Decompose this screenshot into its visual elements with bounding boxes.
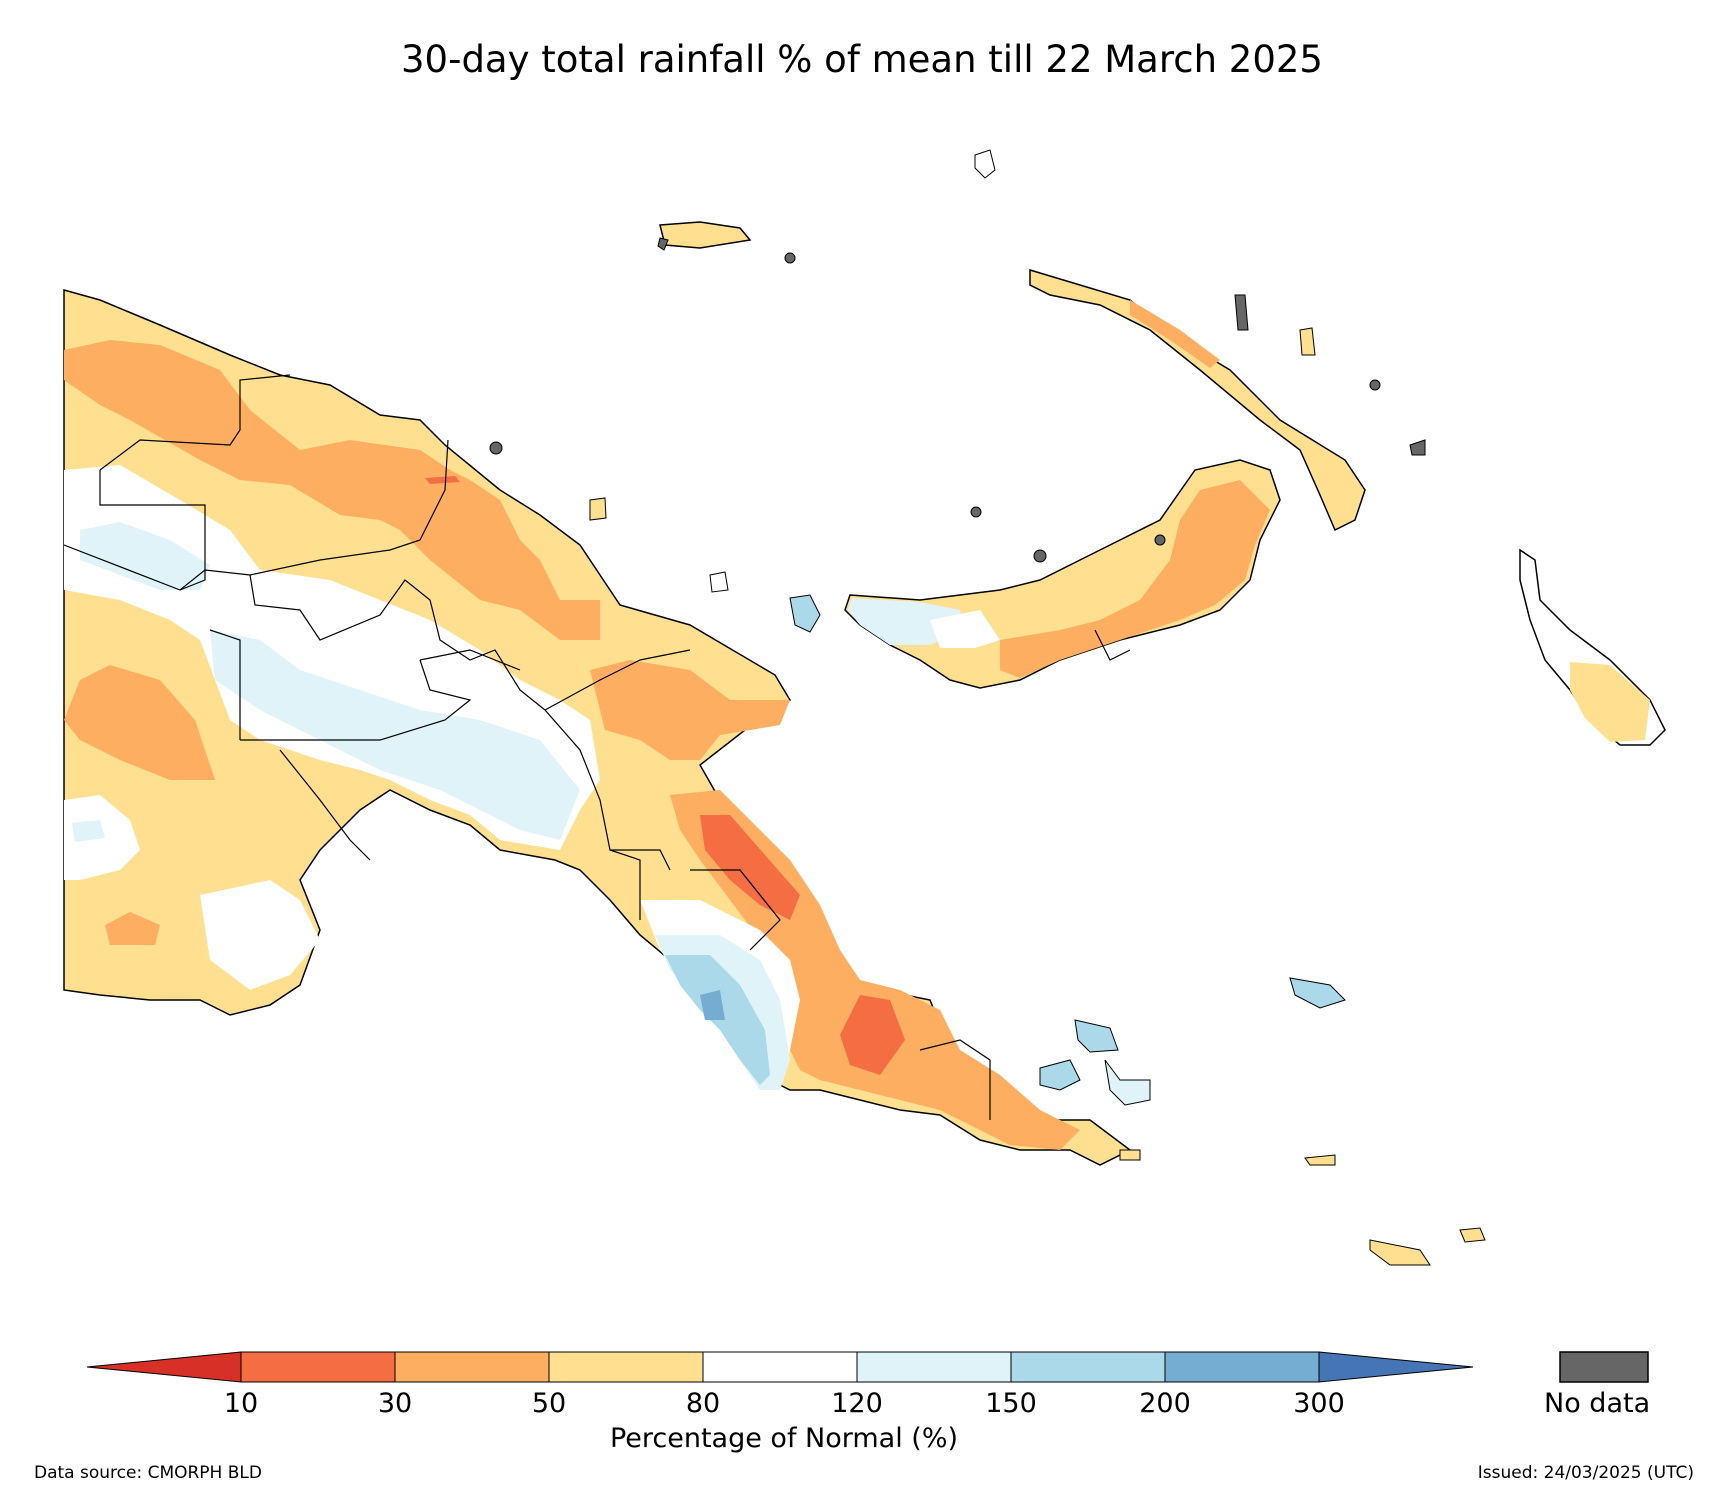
zone-200-300 xyxy=(700,990,725,1020)
colorbar-extend-low xyxy=(86,1351,242,1383)
manus-island xyxy=(657,221,796,264)
colorbar-label: Percentage of Normal (%) xyxy=(609,1423,959,1454)
colorbar-extend-high xyxy=(1318,1351,1474,1383)
tick-label: 300 xyxy=(1293,1388,1345,1419)
new-britain xyxy=(844,459,1281,689)
zone-30-50-west xyxy=(64,665,215,780)
tick-label: 50 xyxy=(531,1388,567,1419)
zone-10-30-b xyxy=(840,995,905,1075)
new-ireland-zone-30-50 xyxy=(1130,300,1220,368)
zone-80-120-south-coast xyxy=(200,880,320,990)
nodata-swatch xyxy=(1559,1351,1649,1383)
zone-10-30-a xyxy=(700,815,800,920)
new-britain-border xyxy=(1094,629,1131,661)
zone-10-30-c xyxy=(425,476,460,484)
new-ireland xyxy=(1029,268,1366,532)
tick-label: 120 xyxy=(831,1388,883,1419)
bougainville xyxy=(1519,548,1666,746)
tick-label: 150 xyxy=(985,1388,1037,1419)
data-source: Data source: CMORPH BLD xyxy=(34,1463,262,1483)
colorbar-bin xyxy=(856,1351,1012,1383)
colorbar-bin xyxy=(548,1351,704,1383)
new-britain-zone-30-50 xyxy=(1000,480,1270,678)
zone-30-50-southwest xyxy=(105,912,160,945)
tick-label: 10 xyxy=(223,1388,259,1419)
new-britain-white xyxy=(930,610,1000,648)
zone-30-50-east xyxy=(590,660,790,760)
colorbar-bin xyxy=(394,1351,550,1383)
islands xyxy=(489,149,1486,1266)
colorbar-bin xyxy=(240,1351,396,1383)
colorbar-bins xyxy=(86,1351,1474,1383)
colorbar-bin xyxy=(1164,1351,1320,1383)
issued-date: Issued: 24/03/2025 (UTC) xyxy=(1477,1463,1694,1483)
zone-30-50-north xyxy=(64,340,600,640)
tick-label: 30 xyxy=(377,1388,413,1419)
province-borders xyxy=(63,374,991,1120)
colorbar-bin xyxy=(702,1351,858,1383)
tick-label: 200 xyxy=(1139,1388,1191,1419)
map-title: 30-day total rainfall % of mean till 22 … xyxy=(401,38,1323,81)
zone-120-150-c xyxy=(72,820,105,842)
nodata-label: No data xyxy=(1544,1388,1651,1419)
mainland xyxy=(63,289,1132,1166)
zone-120-150-a xyxy=(80,522,210,590)
colorbar-bin xyxy=(1010,1351,1166,1383)
tick-label: 80 xyxy=(685,1388,721,1419)
